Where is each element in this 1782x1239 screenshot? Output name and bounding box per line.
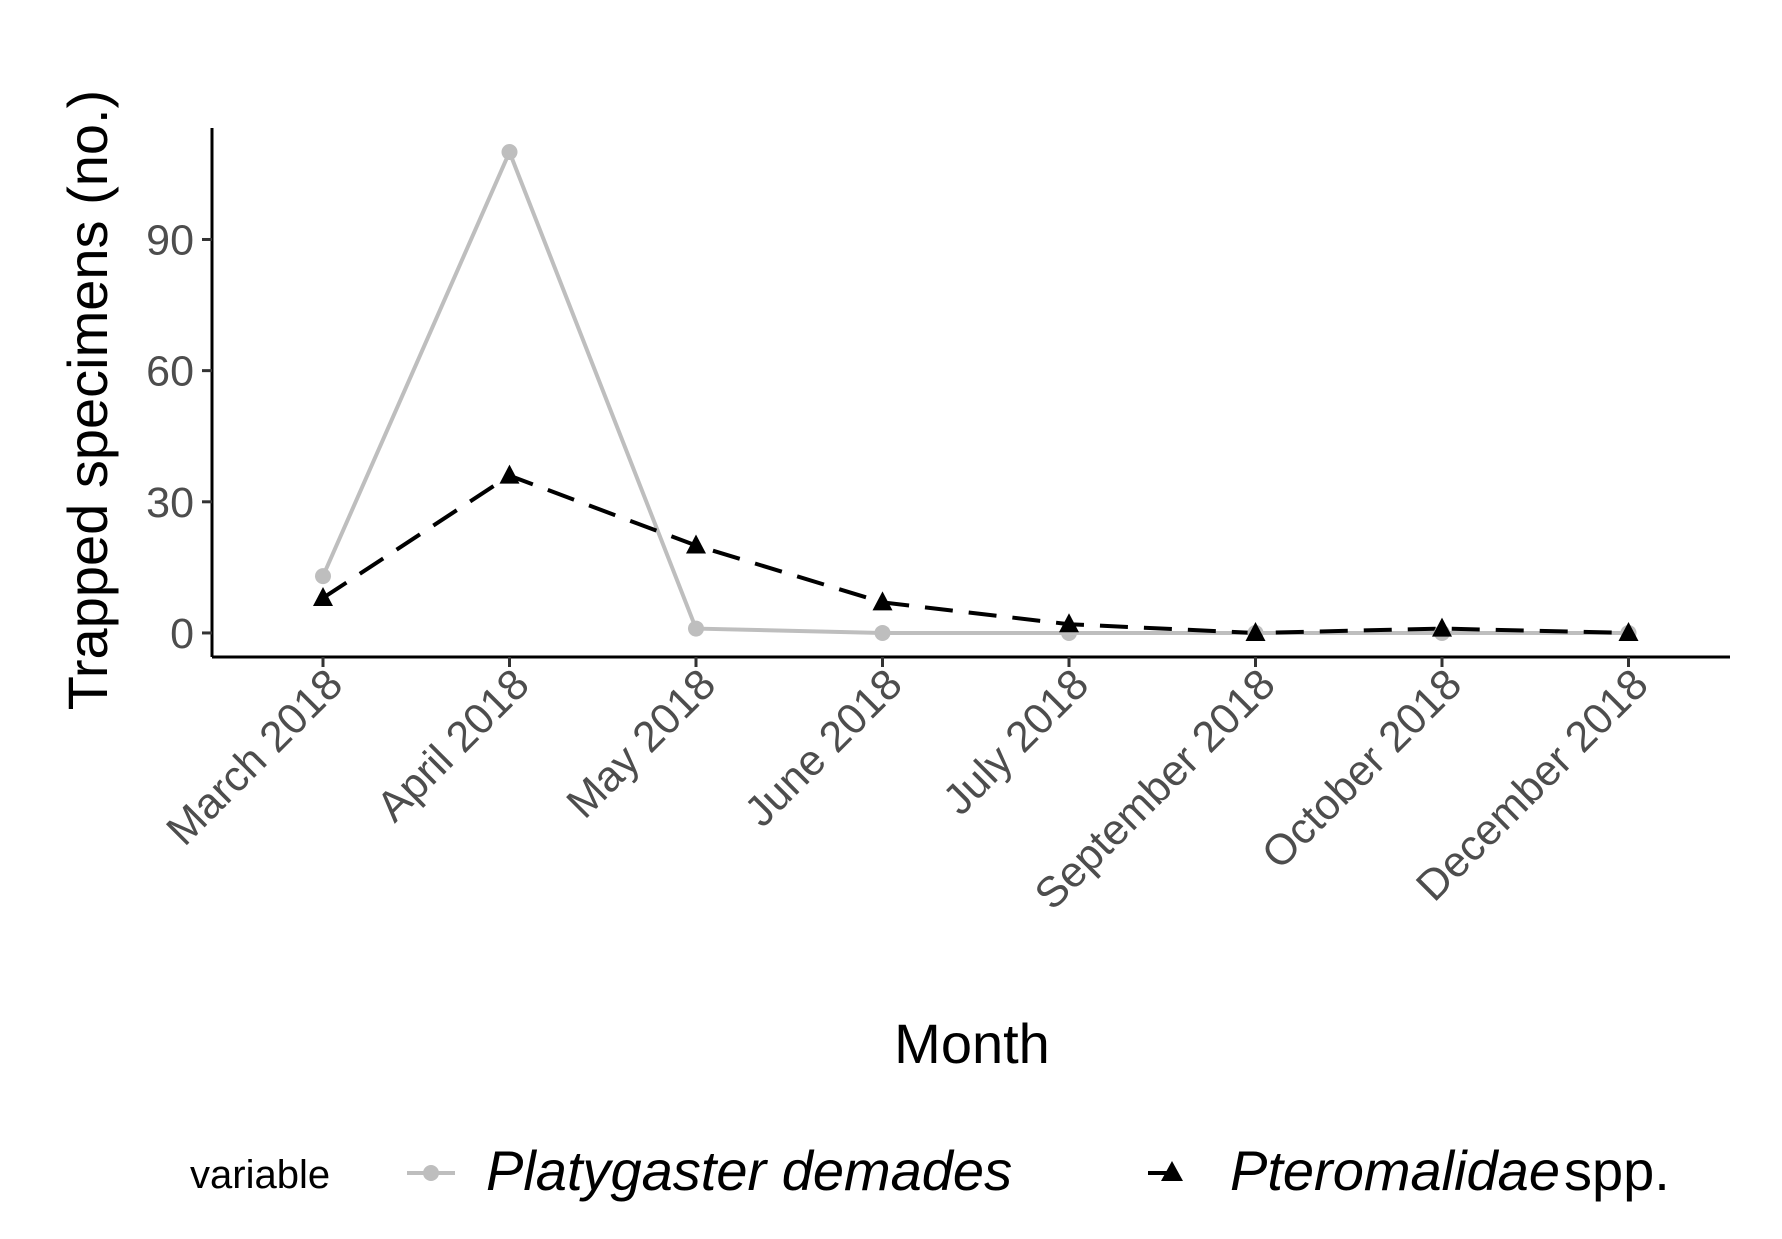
series-line-platygaster [321,146,1629,635]
data-point-pteromalidae [313,586,333,606]
series-line-pteromalidae [321,473,1629,635]
y-axis-title: Trapped specimens (no.) [56,90,119,710]
data-point-pteromalidae [499,464,520,484]
x-tick-label: May 2018 [558,660,725,827]
x-ticks: March 2018 April 2018 May 2018 June 2018 Jul… [158,657,1658,919]
legend-label-pteromalidae-suffix: spp. [1564,1139,1670,1202]
data-point-pteromalidae [1618,621,1639,641]
data-point-pteromalidae [872,591,893,611]
legend-label-pteromalidae-italic: Pteromalidae [1230,1139,1560,1202]
data-point-platygaster [688,620,704,637]
y-tick-label: 0 [170,610,194,658]
legend-label-platygaster: Platygaster demades [486,1139,1012,1202]
data-point-platygaster [874,624,891,641]
data-point-pteromalidae [1059,613,1079,633]
x-tick-label: July 2018 [934,660,1098,824]
y-tick-label: 60 [146,348,194,396]
x-tick-label: March 2018 [158,660,353,855]
data-point-platygaster [501,144,518,161]
x-tick-label: June 2018 [736,660,912,836]
data-point-pteromalidae [1432,617,1452,637]
y-tick-label: 90 [146,216,194,264]
y-ticks: 0 30 60 90 [146,216,212,658]
legend-key-platygaster-marker [423,1165,439,1181]
y-tick-label: 30 [146,479,194,527]
legend: variable Platygaster demades Pteromalida… [190,1139,1670,1202]
data-point-pteromalidae [686,534,706,554]
x-tick-label: April 2018 [368,660,539,831]
x-axis-title: Month [894,1012,1050,1075]
legend-label-pteromalidae: Pteromalidaespp. [1230,1139,1670,1202]
data-point-platygaster [315,568,331,585]
series-markers [313,144,1639,641]
legend-key-pteromalidae-marker [1161,1161,1183,1181]
legend-title: variable [190,1153,330,1197]
data-point-pteromalidae [1245,621,1266,641]
series-lines [321,146,1629,635]
